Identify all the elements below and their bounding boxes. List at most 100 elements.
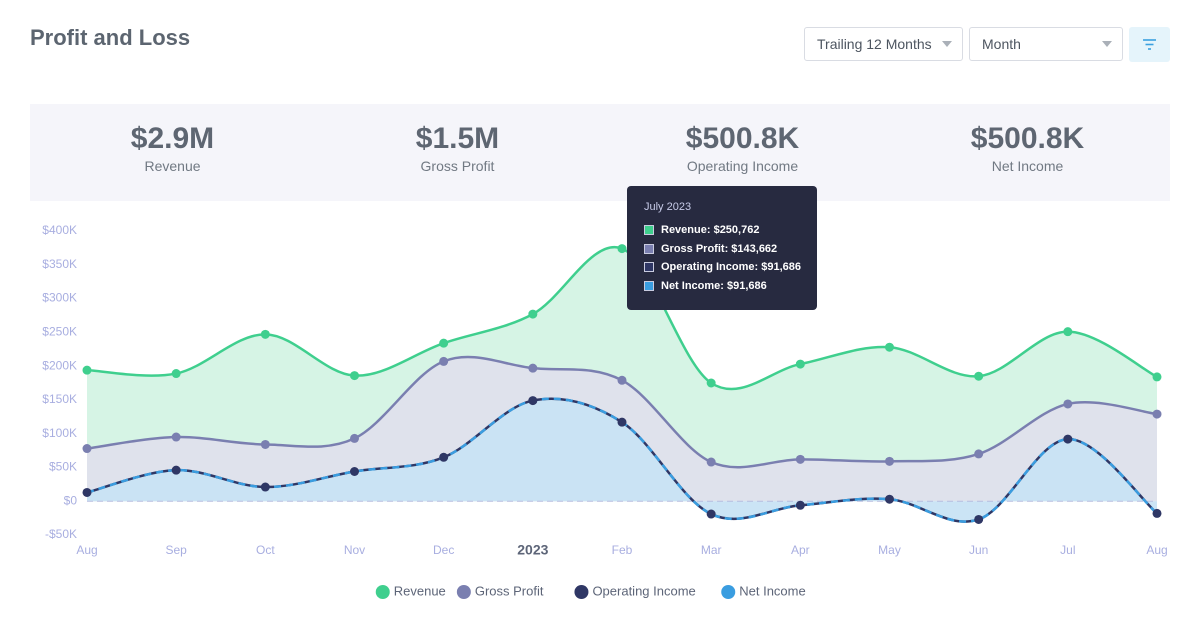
tooltip: July 2023 Revenue: $250,762 Gross Profit:… (627, 186, 817, 310)
kpi-value: $500.8K (685, 122, 800, 155)
y-tick-label: $0 (64, 493, 78, 507)
data-point (974, 449, 984, 459)
kpi: $500.8K Net Income (885, 122, 1170, 174)
filter-icon (1143, 39, 1156, 50)
kpi-band: $2.9M Revenue $1.5M Gross Profit $500.8K Oper… (30, 104, 1170, 201)
data-point (795, 359, 805, 369)
kpi-value: $2.9M (130, 122, 215, 155)
kpi: $500.8K Operating Income (600, 122, 885, 174)
granularity-dropdown[interactable]: Month (969, 27, 1123, 61)
kpi-label: Operating Income (686, 158, 799, 174)
data-point (171, 369, 181, 379)
data-point (82, 365, 92, 375)
data-point (795, 454, 805, 464)
data-point (617, 244, 627, 254)
data-point (974, 514, 984, 524)
data-point (706, 457, 716, 467)
data-point (706, 378, 716, 388)
y-tick-label: $250K (42, 325, 77, 339)
data-point (439, 338, 449, 348)
kpi: $2.9M Revenue (30, 122, 315, 174)
kpi: $1.5M Gross Profit (315, 122, 600, 174)
data-point (82, 487, 92, 497)
data-point (439, 356, 449, 366)
data-point (350, 371, 359, 381)
data-point (1063, 327, 1073, 337)
y-tick-label: $100K (42, 426, 77, 440)
filter-button[interactable] (1129, 27, 1170, 62)
y-tick-label: -$50K (45, 527, 77, 541)
tooltip-text: Revenue: $250,762 (661, 224, 760, 237)
x-tick-label: Aug (1146, 543, 1167, 557)
x-tick-label: Apr (791, 543, 810, 557)
tooltip-swatch (644, 280, 654, 291)
kpi-label: Net Income (991, 158, 1064, 174)
x-tick-label: Dec (433, 543, 454, 557)
y-tick-label: $300K (42, 291, 77, 305)
data-point (350, 466, 359, 476)
data-point (1063, 399, 1073, 409)
data-point (528, 396, 538, 406)
legend-label: Gross Profit (475, 583, 544, 598)
data-point (1152, 409, 1162, 419)
tooltip-swatch (644, 262, 654, 273)
data-point (171, 465, 181, 475)
page-title: Profit and Loss (30, 25, 191, 50)
data-point (171, 432, 181, 442)
tooltip-row: Operating Income: $91,686 (644, 258, 817, 277)
tooltip-swatch (644, 225, 654, 236)
data-point (617, 375, 627, 385)
legend-marker (375, 585, 390, 599)
data-point (706, 509, 716, 519)
data-point (1152, 508, 1162, 518)
legend-marker (721, 585, 736, 599)
y-tick-label: $350K (42, 257, 77, 271)
x-tick-label: Sep (165, 543, 187, 557)
tooltip-text: Gross Profit: $143,662 (661, 242, 778, 255)
area (87, 398, 1157, 522)
x-tick-label: May (878, 543, 901, 557)
y-tick-label: $150K (42, 392, 77, 406)
data-point (260, 439, 270, 449)
x-tick-label: Feb (612, 543, 633, 557)
kpi-value: $500.8K (970, 122, 1085, 155)
kpi-label: Revenue (144, 158, 201, 174)
data-point (885, 456, 894, 466)
x-tick-label: Oct (256, 543, 275, 557)
kpi-label: Gross Profit (420, 158, 495, 174)
x-tick-label: Jul (1060, 543, 1075, 557)
x-tick-label: Mar (701, 543, 722, 557)
legend-label: Net Income (739, 583, 805, 598)
x-tick-label: 2023 (517, 542, 548, 558)
data-point (974, 371, 984, 381)
y-tick-label: $200K (42, 358, 77, 372)
tooltip-text: Operating Income: $91,686 (661, 261, 801, 274)
data-point (617, 417, 627, 427)
legend-label: Operating Income (592, 583, 695, 598)
data-point (260, 482, 270, 492)
tooltip-row: Gross Profit: $143,662 (644, 240, 817, 259)
data-point (528, 309, 538, 319)
tooltip-text: Net Income: $91,686 (661, 279, 767, 292)
kpi-value: $1.5M (415, 122, 500, 155)
data-point (260, 329, 270, 339)
y-tick-label: $50K (49, 460, 77, 474)
data-point (885, 342, 894, 352)
data-point (1063, 434, 1073, 444)
tooltip-row: Revenue: $250,762 (644, 221, 817, 240)
legend-label: Revenue (394, 583, 446, 598)
legend-marker (574, 585, 589, 599)
data-point (795, 500, 805, 510)
legend-marker (456, 585, 471, 599)
tooltip-swatch (644, 243, 654, 254)
tooltip-title: July 2023 (644, 201, 692, 213)
data-point (82, 444, 92, 454)
x-tick-label: Aug (76, 543, 97, 557)
data-point (528, 363, 538, 373)
data-point (350, 433, 359, 443)
period-dropdown[interactable]: Trailing 12 Months (804, 27, 963, 61)
y-tick-label: $400K (42, 223, 77, 237)
data-point (1152, 372, 1162, 382)
x-tick-label: Nov (344, 543, 365, 557)
